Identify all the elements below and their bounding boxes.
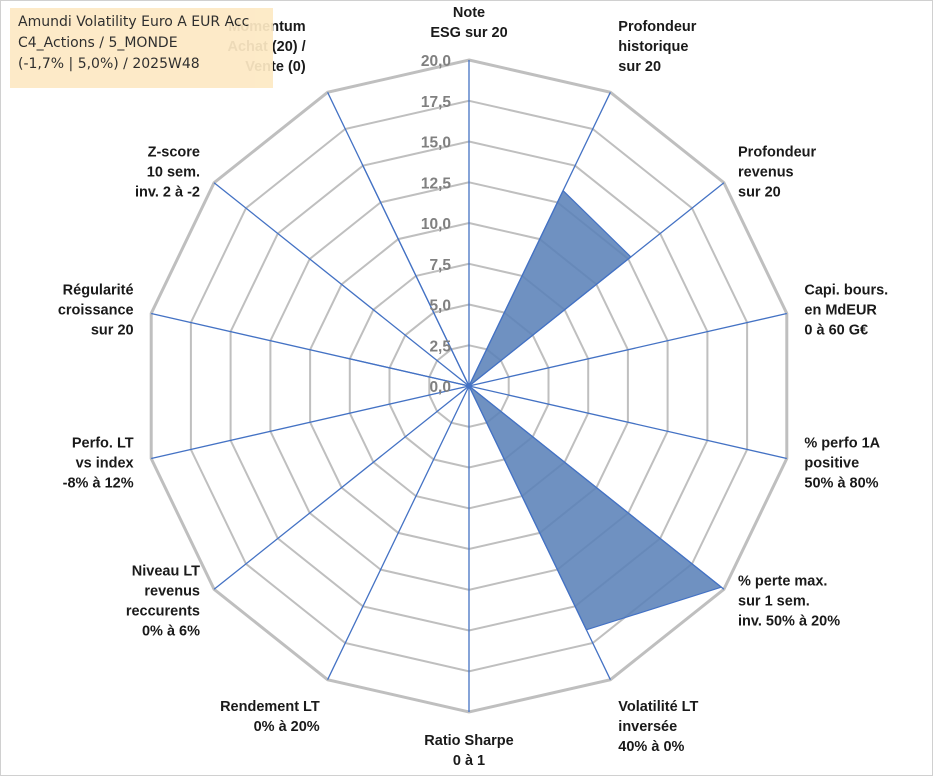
radar-axis-label-13: Z-score 10 sem. inv. 2 à -2: [135, 145, 200, 201]
radar-axis-label-6: % perte max. sur 1 sem. inv. 50% à 20%: [738, 574, 840, 630]
radar-tick-label-4: 10,0: [421, 216, 451, 233]
radar-axis-label-line: positive: [804, 456, 859, 472]
radar-axis-label-line: Perfo. LT: [72, 436, 134, 452]
radar-axis-label-line: Rendement LT: [220, 699, 320, 715]
radar-axis-label-line: revenus: [738, 165, 794, 181]
radar-tick-label-7: 17,5: [421, 94, 452, 111]
radar-axis-label-line: 0 à 1: [453, 753, 485, 769]
radar-axis-label-7: Volatilité LT inversée 40% à 0%: [618, 699, 698, 755]
radar-axis-label-10: Niveau LT revenus reccurents 0% à 6%: [126, 564, 200, 640]
radar-tick-labels: 0,0 2,5 5,0 7,5 10,0 12,5 15,0 17,5 20,0: [421, 53, 452, 396]
radar-axis-label-5: % perfo 1A positive 50% à 80%: [804, 436, 880, 492]
radar-axis-label-2: Profondeur historique sur 20: [618, 19, 696, 75]
radar-tick-label-2: 5,0: [429, 298, 451, 315]
radar-axis-label-line: inv. 2 à -2: [135, 185, 200, 201]
radar-spoke-4: [468, 312, 787, 387]
radar-axis-label-line: croissance: [58, 303, 134, 319]
radar-axis-label-11: Perfo. LT vs index -8% à 12%: [63, 436, 134, 492]
radar-axis-label-line: 0% à 20%: [254, 719, 320, 735]
radar-axis-label-line: Ratio Sharpe: [424, 733, 513, 749]
radar-axis-label-line: 10 sem.: [147, 165, 200, 181]
radar-spoke-9: [327, 385, 470, 680]
radar-axis-label-line: 0% à 6%: [142, 624, 200, 640]
radar-axis-label-line: 40% à 0%: [618, 739, 684, 755]
fund-title-box: Amundi Volatility Euro A EUR Acc C4_Acti…: [10, 8, 273, 88]
radar-axis-label-1: Note ESG sur 20: [430, 5, 507, 41]
radar-axis-label-line: inversée: [618, 719, 677, 735]
radar-tick-label-0: 0,0: [429, 379, 451, 396]
radar-axis-label-line: 50% à 80%: [804, 476, 878, 492]
radar-axis-label-line: -8% à 12%: [63, 476, 134, 492]
fund-category: C4_Actions / 5_MONDE: [18, 35, 178, 51]
radar-axis-label-line: % perfo 1A: [804, 436, 880, 452]
radar-spoke-11: [151, 385, 470, 460]
radar-axis-label-line: Niveau LT: [132, 564, 200, 580]
fund-performance-week: (-1,7% | 5,0%) / 2025W48: [18, 56, 200, 72]
radar-axis-label-line: Volatilité LT: [618, 699, 698, 715]
radar-axis-label-line: sur 20: [738, 185, 781, 201]
radar-axis-label-line: Profondeur: [738, 145, 816, 161]
radar-axis-label-line: Z-score: [148, 145, 200, 161]
radar-series: [344, 163, 723, 631]
radar-axis-label-line: 0 à 60 G€: [804, 323, 868, 339]
radar-axis-label-line: sur 20: [618, 59, 661, 75]
radar-axis-label-line: Profondeur: [618, 19, 696, 35]
radar-spoke-10: [213, 385, 470, 590]
radar-axis-label-line: inv. 50% à 20%: [738, 614, 840, 630]
radar-axis-label-line: % perte max.: [738, 574, 827, 590]
radar-tick-label-3: 7,5: [429, 257, 451, 274]
radar-tick-label-8: 20,0: [421, 53, 451, 70]
radar-axis-labels: Note ESG sur 20 Profondeur historique sur 20…: [58, 5, 888, 769]
radar-spoke-5: [468, 385, 787, 460]
radar-axis-label-line: sur 1 sem.: [738, 594, 810, 610]
radar-axis-label-line: Capi. bours.: [804, 283, 888, 299]
radar-tick-label-1: 2,5: [429, 338, 451, 355]
radar-axis-label-line: revenus: [144, 584, 200, 600]
radar-axis-label-12: Régularité croissance sur 20: [58, 283, 134, 339]
radar-axis-label-line: en MdEUR: [804, 303, 877, 319]
radar-spoke-13: [213, 182, 470, 387]
radar-axis-label-9: Rendement LT 0% à 20%: [220, 699, 320, 735]
radar-axis-label-line: ESG sur 20: [430, 25, 507, 41]
radar-axis-label-8: Ratio Sharpe 0 à 1: [424, 733, 513, 769]
radar-axis-label-4: Capi. bours. en MdEUR 0 à 60 G€: [804, 283, 888, 339]
radar-axis-label-line: sur 20: [91, 323, 134, 339]
radar-axis-label-line: historique: [618, 39, 688, 55]
radar-axis-label-3: Profondeur revenus sur 20: [738, 145, 816, 201]
radar-axis-label-line: Régularité: [63, 283, 134, 299]
fund-name: Amundi Volatility Euro A EUR Acc: [18, 14, 250, 30]
radar-axis-label-line: vs index: [76, 456, 134, 472]
radar-series-area-1: [344, 163, 723, 631]
radar-axis-label-line: Note: [453, 5, 485, 21]
radar-axis-label-line: reccurents: [126, 604, 200, 620]
radar-tick-label-6: 15,0: [421, 135, 451, 152]
radar-tick-label-5: 12,5: [421, 175, 452, 192]
